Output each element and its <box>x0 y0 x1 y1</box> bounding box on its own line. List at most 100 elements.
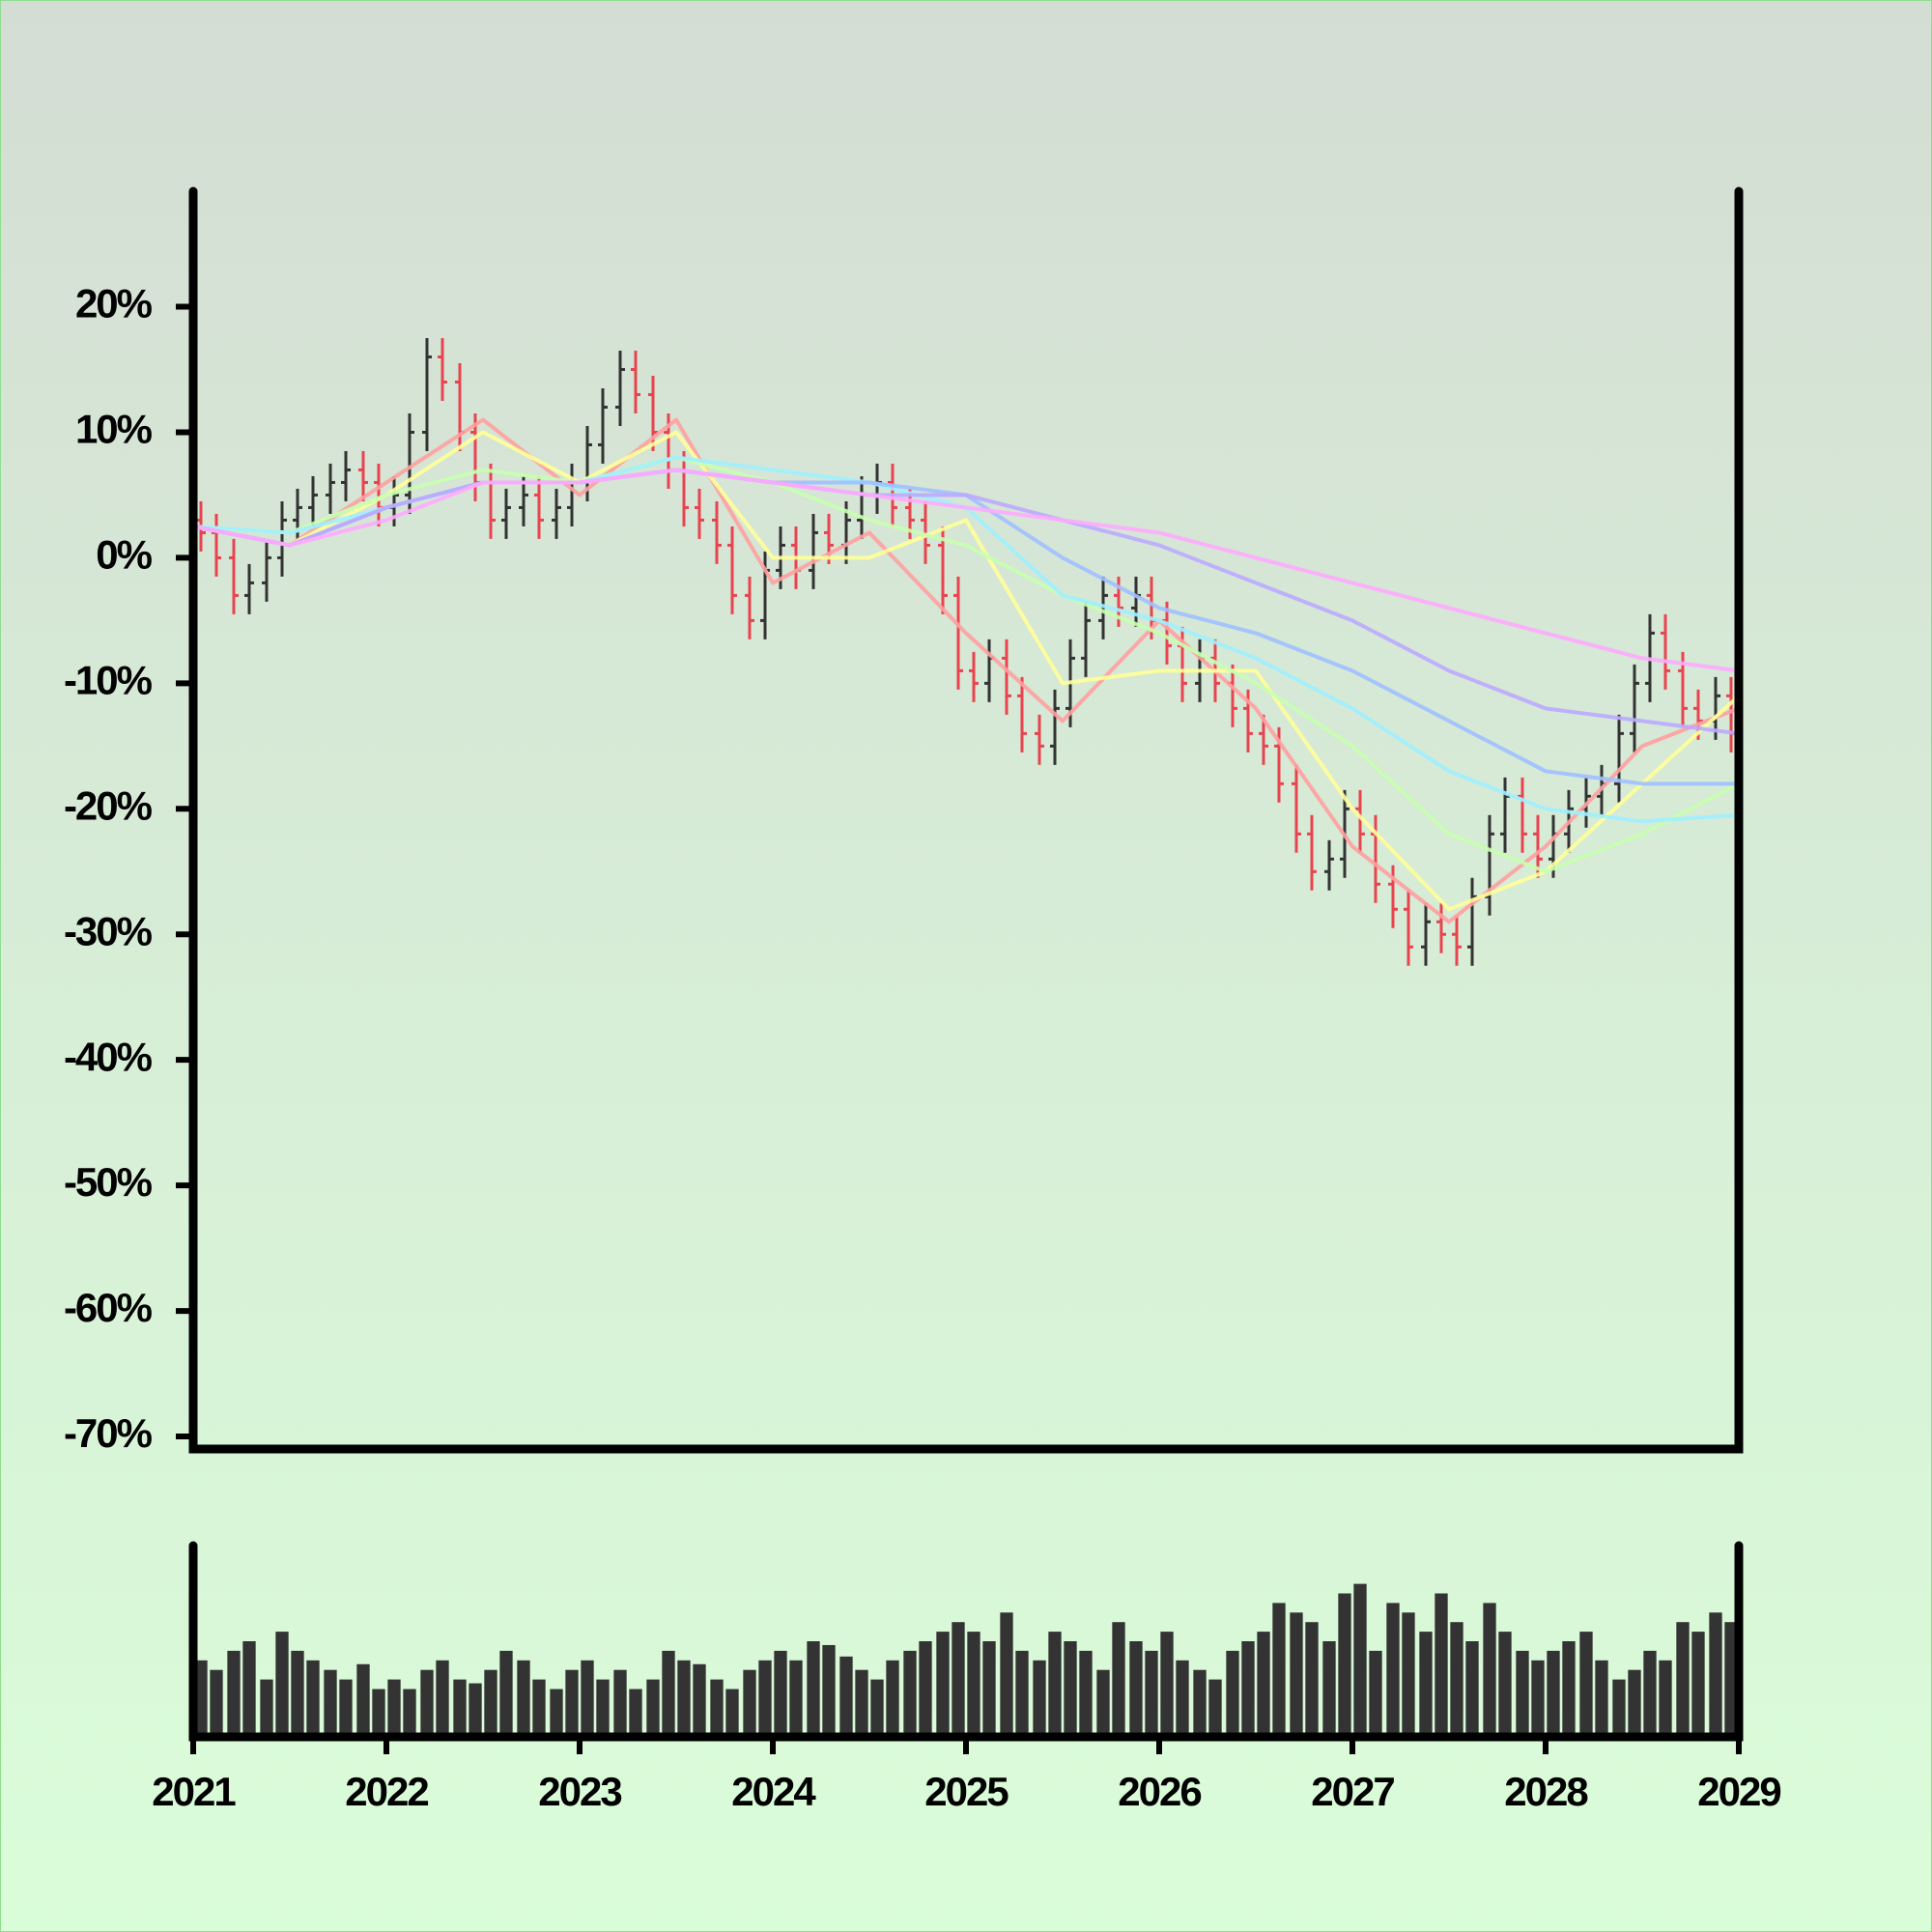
volume-bar <box>242 1641 256 1737</box>
volume-bar <box>1208 1679 1222 1737</box>
x-tick-label: 2025 <box>924 1769 1009 1814</box>
volume-bar <box>436 1660 449 1737</box>
x-tick-label: 2027 <box>1311 1769 1394 1814</box>
moving-average <box>192 468 1739 786</box>
volume-bar <box>789 1660 803 1737</box>
volume-bar <box>1369 1650 1382 1737</box>
y-tick-label: 20% <box>75 281 153 327</box>
volume-frame <box>188 1541 1744 1742</box>
x-tick-label: 2024 <box>731 1769 816 1814</box>
volume-bar <box>275 1632 289 1737</box>
volume-bar <box>774 1650 787 1737</box>
volume-bar <box>677 1660 691 1737</box>
volume-bar <box>565 1669 579 1737</box>
volume-bar <box>306 1660 320 1737</box>
volume-bar <box>1000 1612 1013 1737</box>
y-tick-label: -50% <box>64 1159 153 1205</box>
volume-bar <box>1176 1660 1189 1737</box>
volume-bar <box>1483 1603 1496 1737</box>
volume-bar <box>870 1679 884 1737</box>
volume-bar <box>613 1669 627 1737</box>
volume-bar <box>1048 1632 1062 1737</box>
volume-bar <box>387 1679 401 1737</box>
y-tick-label: -20% <box>64 782 153 828</box>
moving-average <box>192 455 1740 874</box>
volume-bar <box>403 1689 416 1737</box>
volume-bar <box>1562 1641 1576 1737</box>
volume-bar <box>936 1632 950 1737</box>
volume-bar <box>967 1632 980 1737</box>
x-tick-label: 2029 <box>1697 1769 1780 1814</box>
volume-bar <box>596 1679 610 1737</box>
volume-bar <box>210 1669 223 1737</box>
y-tick-label: -60% <box>64 1285 153 1330</box>
volume-bar <box>1419 1632 1433 1737</box>
price-frame <box>188 186 1744 1454</box>
x-tick-label: 2028 <box>1504 1769 1588 1814</box>
volume-bar <box>886 1660 899 1737</box>
volume-bar <box>532 1679 546 1737</box>
volume-bar <box>839 1656 853 1737</box>
volume-bar <box>1676 1622 1690 1737</box>
volume-bar <box>1628 1669 1641 1737</box>
volume-bar <box>1033 1660 1046 1737</box>
volume-bar <box>1465 1641 1479 1737</box>
volume-bar <box>1386 1603 1400 1737</box>
volume-bar <box>1547 1650 1560 1737</box>
volume-bar <box>855 1669 868 1737</box>
x-tick-label: 2023 <box>538 1769 621 1814</box>
volume-bar <box>1305 1622 1319 1737</box>
volume-bar <box>758 1660 772 1737</box>
y-tick-label: -70% <box>64 1410 153 1456</box>
moving-average <box>192 455 1740 824</box>
volume-bar <box>291 1650 304 1737</box>
volume-bar <box>919 1641 932 1737</box>
volume-bar <box>1612 1679 1626 1737</box>
y-tick-label: -30% <box>64 908 153 953</box>
volume-bar <box>339 1679 353 1737</box>
volume-bar <box>324 1669 337 1737</box>
volume-bar <box>1531 1660 1545 1737</box>
volume-bar <box>1595 1660 1608 1737</box>
volume-bar <box>499 1650 513 1737</box>
x-tick-label: 2021 <box>152 1769 236 1814</box>
moving-average <box>192 468 1740 736</box>
volume-bar <box>260 1679 273 1737</box>
volume-bar <box>1290 1612 1303 1737</box>
volume-bar <box>372 1689 385 1737</box>
volume-bar <box>1079 1650 1093 1737</box>
volume-bar <box>517 1660 530 1737</box>
volume-bar <box>1353 1583 1367 1737</box>
volume-bar <box>1724 1622 1738 1737</box>
volume-bar <box>1226 1650 1239 1737</box>
volume-bar <box>469 1683 482 1737</box>
x-tick-label: 2022 <box>345 1769 428 1814</box>
volume-bar <box>1015 1650 1029 1737</box>
y-tick-label: 0% <box>96 532 152 578</box>
volume-bar <box>194 1660 208 1737</box>
volume-bar <box>903 1650 917 1737</box>
volume-bar <box>356 1663 370 1737</box>
y-tick-label: -10% <box>64 657 153 702</box>
volume-bar <box>1643 1650 1657 1737</box>
volume-bar <box>646 1679 660 1737</box>
volume-bar <box>822 1644 836 1737</box>
volume-bar <box>1659 1660 1672 1737</box>
volume-bar <box>550 1689 563 1737</box>
volume-bar <box>1691 1632 1705 1737</box>
volume-bar <box>1112 1622 1125 1737</box>
volume-bar <box>807 1641 820 1737</box>
volume-bar <box>1338 1593 1351 1737</box>
moving-average <box>192 430 1741 912</box>
volume-bar <box>743 1669 756 1737</box>
volume-bar <box>1402 1612 1415 1737</box>
x-tick-label: 2026 <box>1118 1769 1201 1814</box>
volume-bar <box>1709 1612 1722 1737</box>
y-tick-label: -40% <box>64 1034 153 1079</box>
volume-bar <box>1145 1650 1158 1737</box>
volume-bar <box>1322 1641 1336 1737</box>
volume-bar <box>1435 1593 1448 1737</box>
volume-bar <box>710 1679 724 1737</box>
